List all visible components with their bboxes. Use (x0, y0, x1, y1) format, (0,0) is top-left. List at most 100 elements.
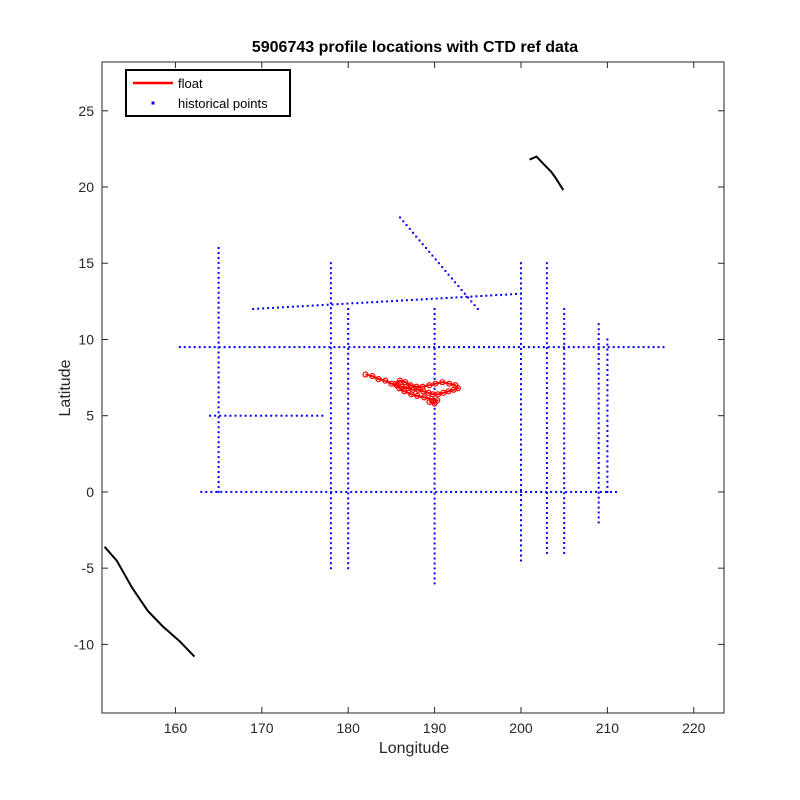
x-tick-label-1: 170 (250, 720, 274, 736)
historical-point-250 (520, 413, 522, 416)
historical-point-247 (520, 428, 522, 431)
historical-point-194 (433, 437, 436, 440)
historical-point-428 (597, 333, 600, 336)
historical-point-104 (329, 297, 332, 300)
historical-point-321 (545, 352, 548, 355)
historical-point-678 (306, 304, 309, 307)
historical-point-347 (563, 517, 566, 520)
historical-point-166 (433, 577, 436, 580)
historical-point-369 (563, 407, 566, 410)
historical-point-603 (463, 346, 465, 349)
historical-point-295 (545, 482, 548, 484)
historical-point-16 (217, 411, 220, 414)
historical-point-487 (325, 490, 328, 493)
historical-point-176 (433, 527, 436, 530)
historical-point-93 (329, 352, 332, 355)
historical-point-365 (563, 427, 566, 430)
historical-point-453 (606, 379, 609, 382)
historical-point-198 (433, 417, 436, 420)
historical-point-400 (597, 471, 600, 474)
historical-point-718 (505, 293, 508, 296)
historical-point-553 (213, 346, 216, 349)
historical-point-252 (520, 403, 522, 406)
historical-point-159 (347, 332, 350, 335)
historical-point-608 (488, 346, 490, 349)
historical-point-673 (281, 306, 284, 309)
historical-point-691 (371, 301, 374, 304)
historical-point-423 (597, 357, 600, 360)
historical-point-534 (560, 490, 563, 493)
historical-point-353 (563, 487, 566, 490)
historical-point-36 (217, 311, 220, 314)
historical-point-702 (425, 298, 428, 301)
historical-point-182 (433, 497, 436, 500)
historical-point-654 (260, 414, 262, 417)
historical-point-421 (597, 367, 600, 370)
historical-point-538 (580, 490, 582, 493)
historical-point-444 (606, 424, 609, 427)
historical-point-145 (347, 402, 350, 405)
historical-point-264 (520, 342, 522, 345)
historical-point-287 (545, 522, 548, 524)
historical-point-59 (329, 522, 332, 525)
historical-point-622 (557, 346, 560, 349)
historical-point-160 (347, 327, 350, 330)
historical-point-139 (347, 432, 350, 435)
historical-point-565 (273, 346, 276, 349)
historical-point-63 (329, 502, 332, 505)
historical-point-716 (495, 294, 498, 297)
historical-point-297 (545, 472, 548, 474)
historical-point-404 (597, 452, 600, 455)
historical-point-318 (545, 367, 548, 370)
historical-point-127 (347, 492, 350, 495)
historical-point-455 (606, 369, 609, 371)
historical-point-187 (433, 472, 436, 475)
historical-point-168 (433, 567, 436, 570)
historical-point-236 (520, 484, 522, 486)
historical-point-515 (465, 490, 468, 493)
historical-point-676 (296, 305, 299, 308)
historical-point-461 (606, 338, 609, 341)
historical-point-285 (545, 531, 548, 534)
historical-point-660 (290, 414, 293, 417)
historical-point-630 (597, 346, 600, 349)
historical-point-586 (378, 346, 381, 349)
historical-point-359 (563, 457, 566, 460)
float-point-29 (396, 385, 403, 392)
historical-point-54 (329, 547, 332, 550)
historical-point-644 (209, 414, 211, 417)
historical-point-279 (520, 267, 522, 270)
historical-point-580 (348, 346, 351, 349)
historical-point-703 (430, 297, 433, 300)
historical-point-482 (300, 490, 303, 493)
historical-point-137 (347, 442, 350, 445)
historical-point-64 (329, 497, 332, 500)
historical-point-528 (530, 490, 533, 493)
historical-point-237 (520, 478, 522, 481)
historical-point-610 (497, 346, 500, 349)
historical-point-510 (440, 490, 443, 493)
historical-point-244 (520, 443, 522, 446)
historical-point-609 (493, 346, 495, 349)
historical-point-219 (433, 313, 436, 315)
historical-point-243 (520, 448, 522, 451)
historical-point-373 (563, 387, 566, 390)
historical-point-639 (642, 346, 645, 349)
historical-point-173 (433, 542, 436, 545)
historical-point-74 (329, 447, 332, 450)
historical-point-637 (632, 346, 635, 349)
historical-point-311 (545, 402, 548, 405)
float-point-18 (452, 382, 459, 389)
historical-point-50 (329, 567, 332, 570)
historical-point-659 (285, 414, 288, 417)
historical-point-154 (347, 357, 350, 360)
historical-point-114 (347, 557, 350, 560)
historical-point-109 (329, 272, 332, 275)
historical-point-724 (405, 224, 408, 227)
historical-point-142 (347, 417, 350, 420)
historical-point-3 (217, 476, 220, 478)
historical-point-549 (193, 346, 196, 349)
historical-point-283 (545, 541, 548, 544)
historical-point-108 (329, 277, 332, 280)
historical-point-467 (225, 490, 228, 493)
